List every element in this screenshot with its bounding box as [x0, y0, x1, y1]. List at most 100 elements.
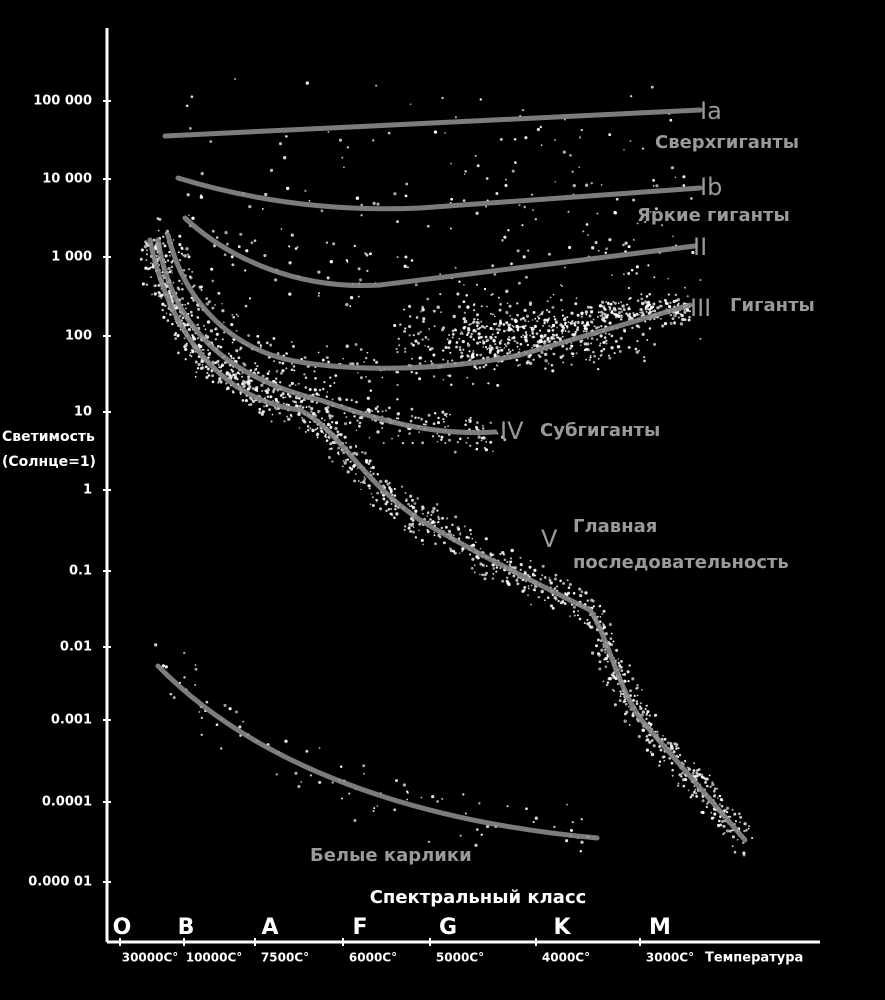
star: [369, 470, 372, 473]
star: [420, 417, 424, 421]
star: [639, 702, 642, 705]
star: [250, 397, 252, 400]
star: [583, 342, 587, 346]
star: [539, 577, 542, 581]
star: [225, 388, 228, 391]
star: [286, 186, 290, 191]
star: [436, 432, 439, 435]
star: [244, 399, 248, 403]
star: [309, 774, 313, 777]
star: [647, 721, 651, 725]
star: [593, 354, 596, 358]
star: [143, 245, 148, 249]
star: [235, 313, 238, 316]
star: [625, 312, 628, 316]
star: [496, 350, 500, 354]
star: [356, 371, 359, 374]
star: [201, 363, 204, 366]
star: [285, 403, 288, 406]
star: [430, 360, 433, 363]
star: [721, 819, 725, 823]
star: [304, 386, 308, 389]
star: [526, 360, 530, 364]
star: [282, 396, 285, 399]
star: [150, 262, 152, 264]
star: [174, 331, 178, 335]
star: [426, 515, 429, 517]
star: [591, 246, 595, 250]
star: [624, 680, 627, 683]
star: [204, 365, 208, 369]
star: [442, 418, 445, 421]
star: [574, 330, 577, 333]
star: [292, 365, 296, 368]
star: [597, 367, 600, 371]
star: [592, 350, 595, 354]
star: [531, 319, 534, 321]
star: [643, 359, 646, 363]
star: [434, 542, 437, 546]
star: [427, 511, 430, 514]
star: [493, 368, 496, 371]
star: [436, 440, 439, 443]
star: [627, 245, 631, 249]
star: [171, 272, 173, 274]
star: [553, 587, 557, 590]
star: [556, 585, 559, 588]
star: [669, 301, 672, 304]
star: [604, 332, 607, 335]
star: [211, 306, 215, 310]
star: [290, 233, 294, 237]
star: [555, 333, 558, 337]
star: [421, 508, 424, 511]
star: [284, 396, 287, 399]
star: [506, 329, 508, 332]
star: [652, 302, 656, 306]
star: [261, 410, 266, 414]
star: [666, 302, 669, 306]
star: [692, 769, 696, 773]
star: [201, 348, 204, 351]
star: [440, 311, 443, 314]
star: [425, 420, 428, 424]
star: [713, 794, 716, 798]
star: [415, 371, 418, 375]
star: [488, 348, 493, 352]
star: [364, 477, 367, 480]
star: [603, 317, 606, 320]
star: [523, 586, 527, 589]
star: [183, 337, 186, 340]
star: [190, 296, 193, 300]
star: [230, 255, 234, 259]
star: [544, 318, 546, 321]
star: [586, 619, 589, 621]
star: [290, 362, 294, 365]
star: [659, 748, 663, 752]
star: [413, 502, 417, 505]
spectral-class: M: [649, 915, 671, 940]
star: [573, 321, 576, 325]
star: [398, 429, 402, 433]
star: [177, 351, 180, 355]
star: [362, 764, 366, 768]
star: [393, 516, 396, 520]
star: [211, 380, 215, 384]
star: [669, 743, 673, 747]
star: [604, 632, 608, 636]
star: [583, 324, 586, 327]
star: [492, 553, 495, 556]
star: [376, 202, 380, 206]
star: [510, 317, 514, 321]
star: [444, 345, 448, 350]
star: [140, 248, 144, 252]
star: [429, 518, 432, 521]
star: [690, 793, 694, 797]
star: [485, 571, 488, 575]
star: [610, 334, 614, 338]
star: [452, 549, 456, 553]
star: [638, 349, 641, 352]
star: [511, 328, 514, 331]
star: [688, 310, 691, 313]
star: [695, 792, 698, 795]
star: [480, 324, 485, 329]
